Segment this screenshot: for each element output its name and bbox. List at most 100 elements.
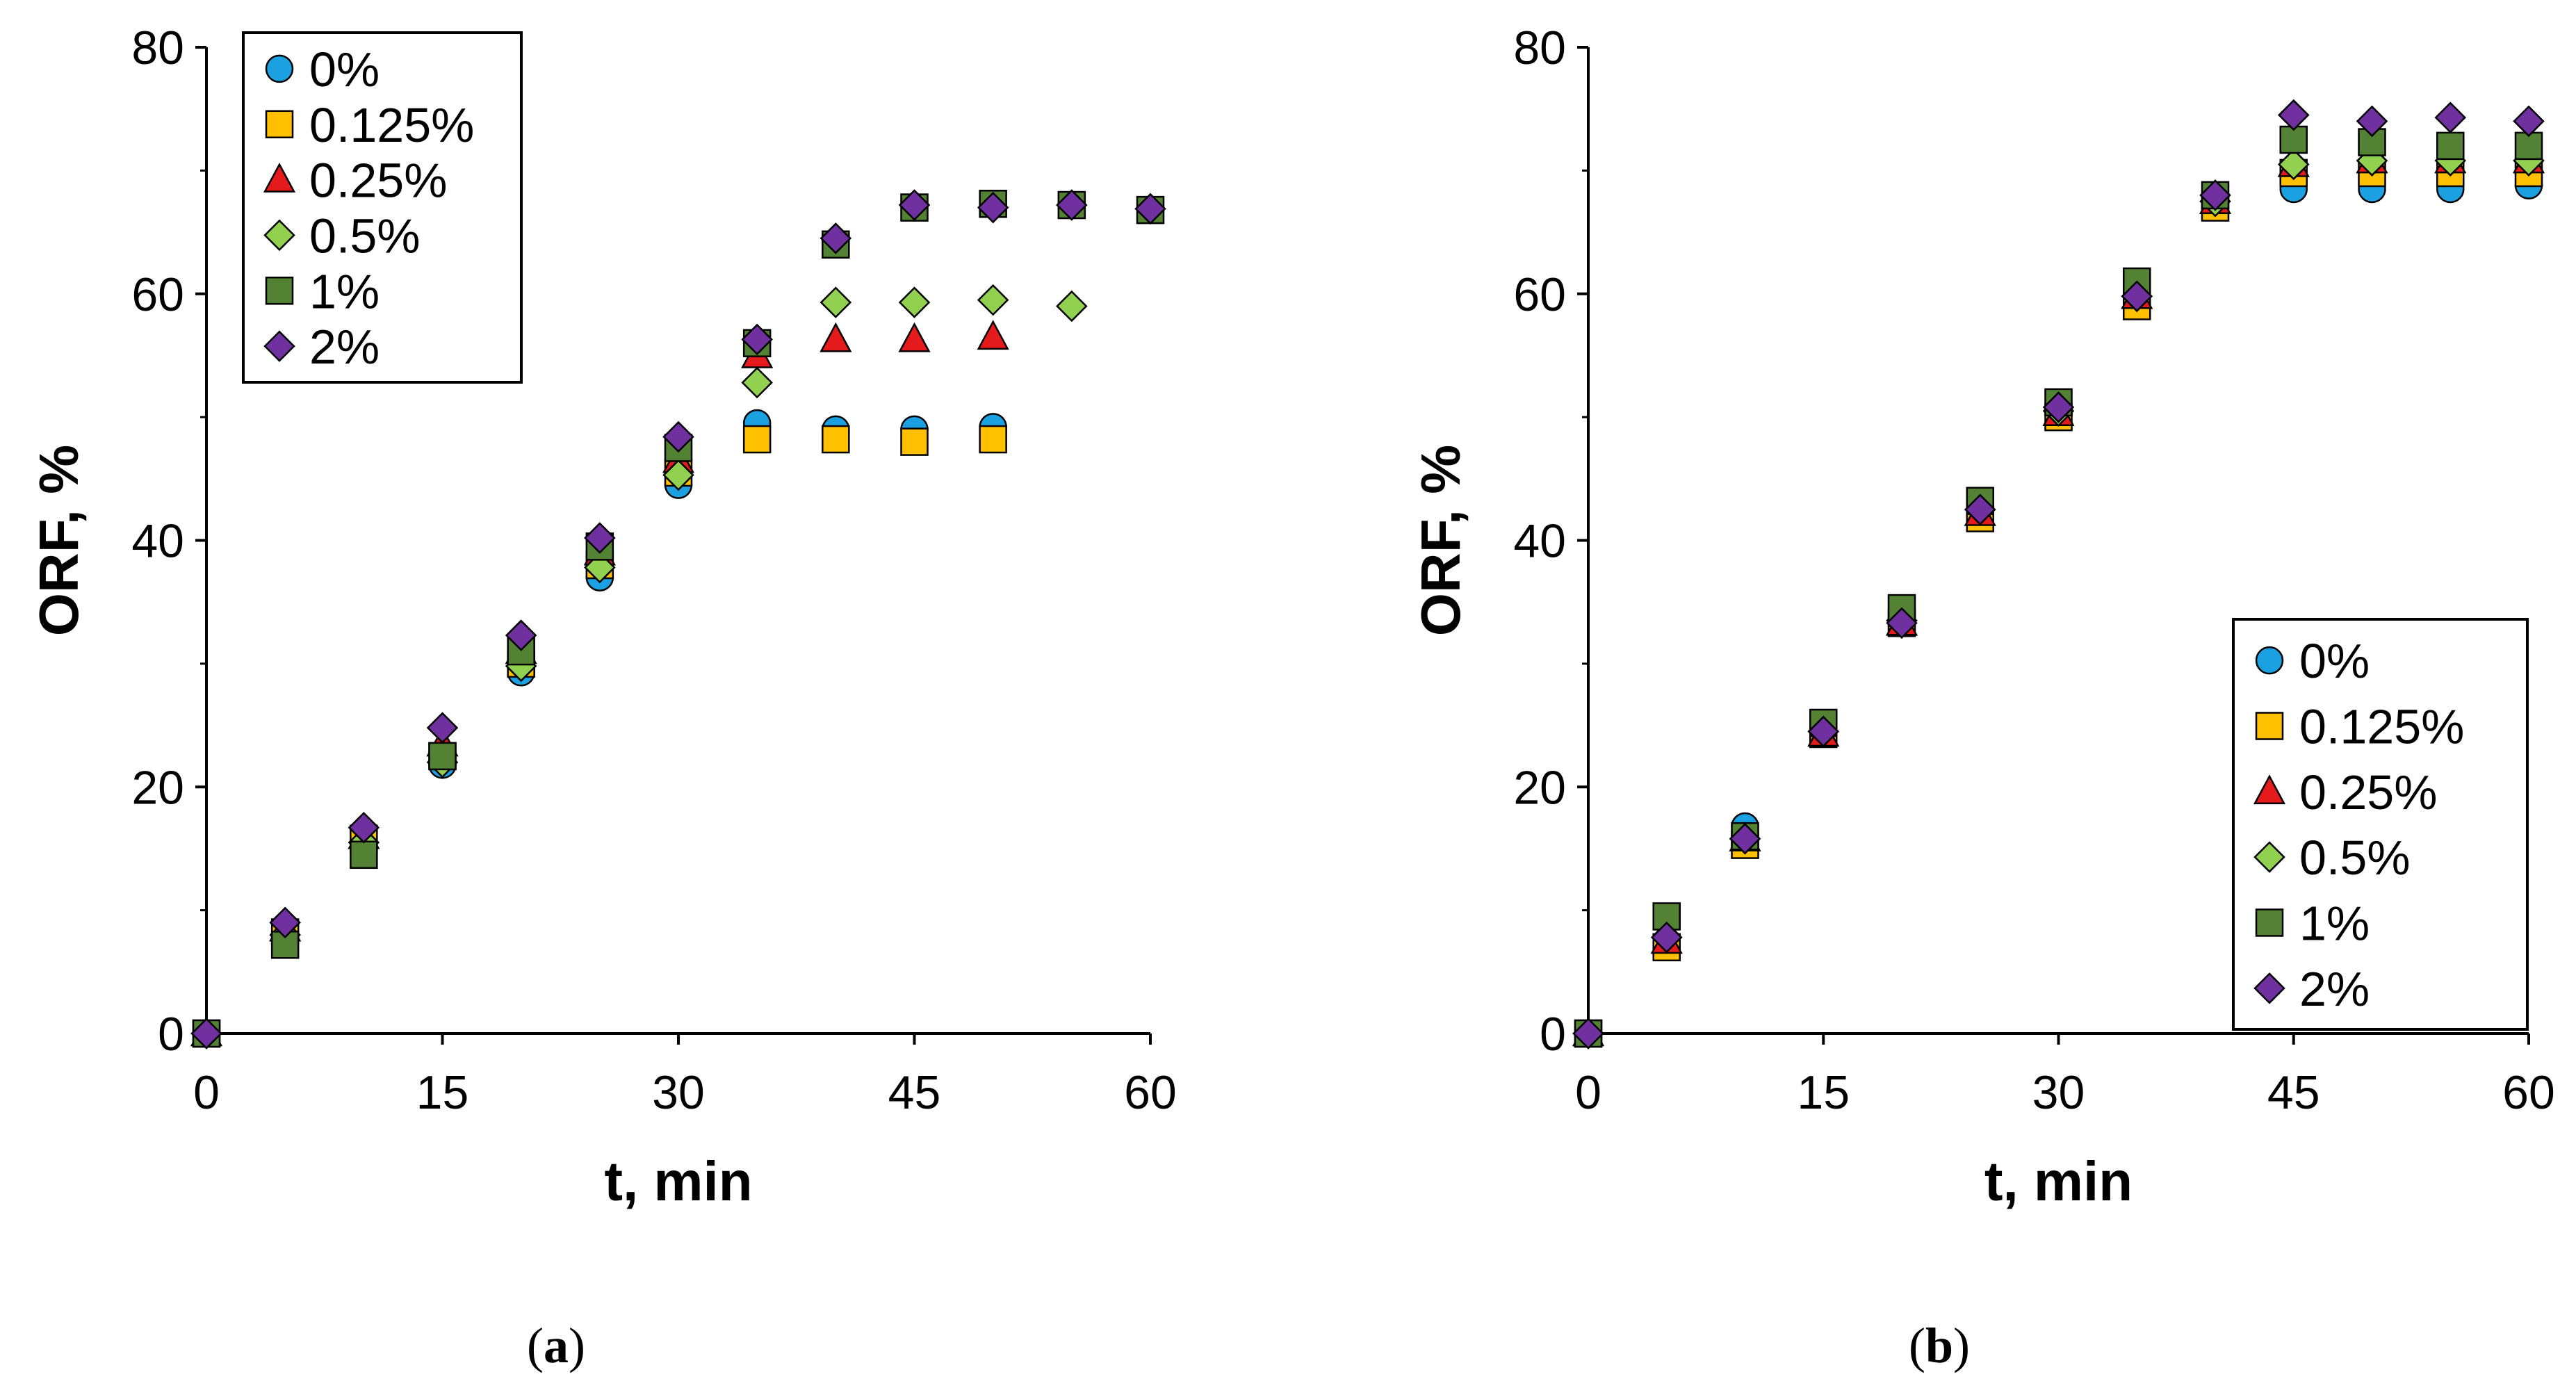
data-point <box>2042 391 2075 423</box>
x-tick-label: 30 <box>652 1066 705 1119</box>
caption-b-letter: b <box>1925 1318 1953 1373</box>
data-point <box>1807 715 1840 748</box>
y-tick-label: 20 <box>131 761 184 814</box>
legend-label: 0.5% <box>309 209 421 263</box>
data-point <box>741 366 773 399</box>
caption-a-letter: a <box>544 1318 569 1373</box>
data-point <box>2436 131 2465 161</box>
legend-label: 0% <box>309 42 380 97</box>
y-tick-label: 40 <box>131 515 184 568</box>
legend-marker <box>2253 774 2286 805</box>
series-2% <box>1572 99 2545 1050</box>
data-point <box>348 812 380 844</box>
data-point <box>2434 101 2467 133</box>
series-2% <box>190 189 1166 1050</box>
x-tick-label: 45 <box>2267 1066 2320 1119</box>
x-tick-label: 0 <box>193 1066 220 1119</box>
legend-marker <box>2255 646 2284 675</box>
panel-b-chart: 0 20 40 60 80 0 15 30 45 60 t, min ORF, % 0% 0.125% 0.… <box>1410 22 2555 1212</box>
data-point <box>898 286 931 318</box>
data-point <box>820 322 852 352</box>
data-point <box>820 286 852 318</box>
data-point <box>742 425 772 454</box>
x-tick-label: 15 <box>416 1066 469 1119</box>
data-point <box>977 191 1009 224</box>
caption-a-open: ( <box>527 1318 544 1373</box>
data-point <box>1056 189 1088 221</box>
legend-marker <box>2255 908 2284 937</box>
data-point <box>1572 1018 1604 1050</box>
legend-marker <box>2253 841 2285 873</box>
data-point <box>822 425 850 454</box>
legend-marker <box>2253 972 2285 1004</box>
legend-label: 0.125% <box>2299 700 2464 754</box>
legend-label: 2% <box>2299 962 2370 1016</box>
legend-label: 0.25% <box>2299 765 2437 819</box>
data-point <box>2513 105 2545 138</box>
caption-a: (a) <box>527 1318 585 1373</box>
data-point <box>1886 607 1918 639</box>
data-point <box>662 459 694 491</box>
legend-label: 1% <box>2299 897 2370 951</box>
legend: 0%0.125%0.25%0.5%1%2% <box>2232 618 2529 1031</box>
series-0.125% <box>192 425 1007 1048</box>
y-tick-label: 80 <box>131 22 184 74</box>
y-tick-label: 20 <box>1513 761 1566 814</box>
legend-marker <box>263 330 295 362</box>
x-tick-label: 60 <box>1124 1066 1177 1119</box>
y-tick-label: 0 <box>158 1008 184 1061</box>
data-point <box>350 840 378 869</box>
data-point <box>2199 179 2231 211</box>
data-point <box>505 619 537 651</box>
data-point <box>741 323 773 356</box>
legend-marker <box>263 219 295 252</box>
data-point <box>269 906 301 939</box>
legend-marker <box>265 54 294 83</box>
data-point <box>898 189 931 221</box>
data-point <box>820 222 852 254</box>
data-point <box>190 1018 222 1050</box>
data-point <box>977 284 1009 316</box>
data-point <box>1964 493 1996 525</box>
x-tick-label: 30 <box>2032 1066 2085 1119</box>
data-point <box>662 421 694 453</box>
caption-b-open: ( <box>1909 1318 1925 1373</box>
legend-marker <box>2255 712 2284 740</box>
y-tick-label: 80 <box>1513 22 1566 74</box>
legend: 0%0.125%0.25%0.5%1%2% <box>242 31 523 384</box>
data-point <box>900 427 929 456</box>
legend-label: 1% <box>309 264 380 318</box>
data-point <box>428 742 457 771</box>
data-point <box>898 322 931 352</box>
caption-a-close: ) <box>569 1318 585 1373</box>
y-axis-title: ORF, % <box>1410 445 1472 637</box>
legend-marker <box>263 162 296 193</box>
caption-b: (b) <box>1909 1318 1970 1373</box>
data-point <box>977 320 1009 350</box>
legend-label: 0.25% <box>309 154 447 208</box>
x-tick-label: 45 <box>888 1066 941 1119</box>
data-point <box>2277 148 2310 181</box>
x-axis-title: t, min <box>1984 1150 2133 1212</box>
y-tick-label: 0 <box>1540 1008 1566 1061</box>
x-axis-title: t, min <box>604 1150 752 1212</box>
data-point <box>2277 99 2310 131</box>
series-0.5% <box>190 284 1088 1050</box>
x-tick-label: 15 <box>1797 1066 1850 1119</box>
data-point <box>979 425 1007 454</box>
legend-marker <box>265 277 294 305</box>
legend-label: 0.125% <box>309 98 474 152</box>
x-tick-label: 60 <box>2502 1066 2555 1119</box>
series-0.25% <box>190 320 1009 1047</box>
x-tick-label: 0 <box>1575 1066 1601 1119</box>
legend-box <box>2232 618 2529 1031</box>
legend-marker <box>265 110 294 138</box>
y-tick-label: 60 <box>1513 268 1566 321</box>
legend-label: 0% <box>2299 634 2370 688</box>
caption-b-close: ) <box>1953 1318 1970 1373</box>
data-point <box>1134 193 1166 225</box>
y-tick-label: 40 <box>1513 515 1566 568</box>
y-axis-title: ORF, % <box>28 445 90 637</box>
